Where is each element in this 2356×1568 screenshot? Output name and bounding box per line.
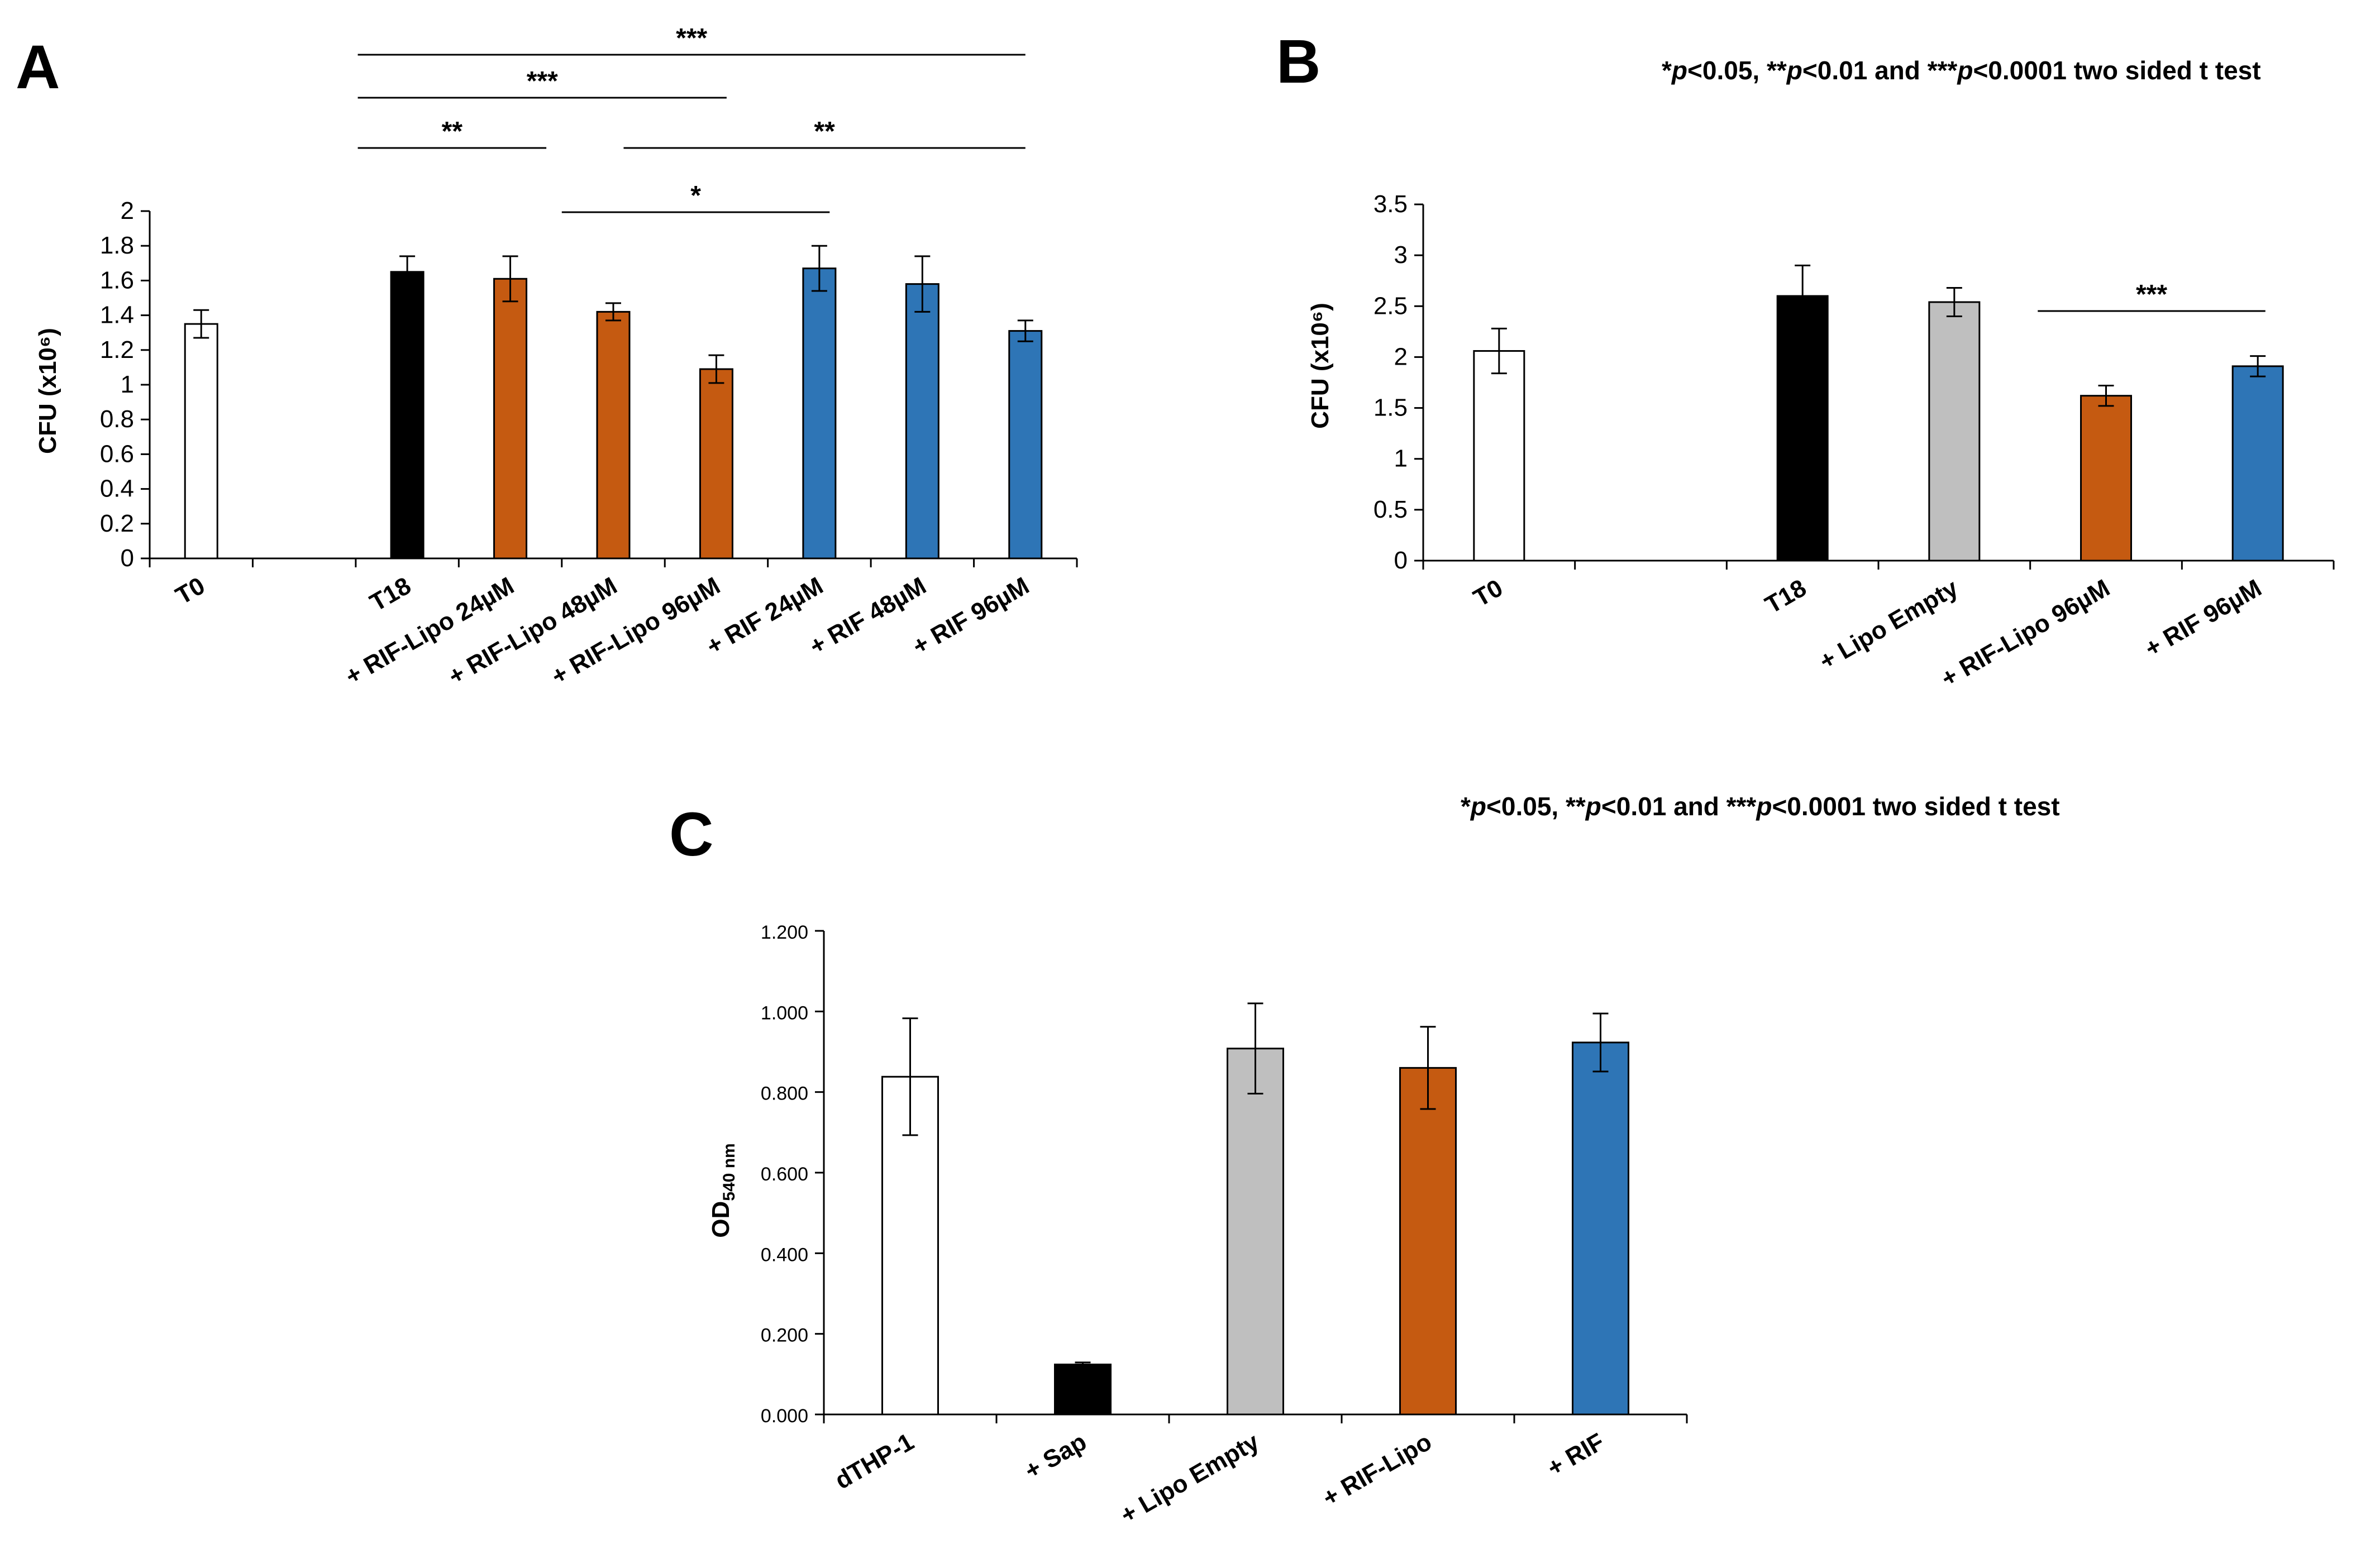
note-part: <0.05, **: [1687, 56, 1787, 85]
panel-letter-b: B: [1276, 27, 1320, 96]
note-p: p: [1956, 56, 1973, 85]
category-label: + RIF 48µM: [805, 572, 931, 660]
category-label: T0: [1469, 574, 1508, 612]
note-part: *: [1662, 56, 1672, 85]
category-label: + RIF-Lipo: [1318, 1428, 1437, 1512]
significance-label: **: [442, 117, 463, 146]
y-tick-label: 3.5: [1373, 190, 1408, 218]
y-tick-label: 1.200: [761, 922, 808, 943]
note-part: <0.01 and ***: [1601, 792, 1757, 821]
significance-note: *p<0.05, **p<0.01 and ***p<0.0001 two si…: [1662, 56, 2261, 85]
note-p: p: [1585, 792, 1601, 821]
y-axis-title-main: OD: [707, 1201, 735, 1238]
y-tick-label: 0.200: [761, 1325, 808, 1346]
note-part: <0.01 and ***: [1802, 56, 1958, 85]
y-tick-label: 1.2: [100, 336, 134, 364]
significance-label: ***: [2136, 280, 2167, 309]
category-label: + RIF-Lipo 96µM: [1937, 574, 2115, 692]
bar: [390, 271, 425, 560]
panel-c: C *p<0.05, **p<0.01 and ***p<0.0001 two …: [669, 792, 2060, 1529]
note-part: <0.0001 two sided t test: [1973, 56, 2260, 85]
y-tick-label: 0.400: [761, 1244, 808, 1265]
y-tick-label: 3: [1394, 241, 1408, 269]
bar: [596, 310, 631, 560]
category-label: T0: [171, 572, 209, 610]
significance-label: ***: [527, 66, 558, 96]
category-label: + RIF 96µM: [2140, 574, 2266, 662]
bar: [905, 283, 939, 560]
panel-a: A CFU (x10⁶) 0 0.2 0.4 0.6 0.8 1 1.2 1.4 1.6 1.8 2…: [16, 23, 1078, 690]
note-part: <0.0001 two sided t test: [1772, 792, 2059, 821]
y-tick-label: 0.5: [1373, 496, 1408, 523]
y-tick-label: 0.6: [100, 440, 134, 467]
y-axis-title: CFU (x10⁶): [34, 328, 61, 454]
category-label: + Sap: [1020, 1428, 1091, 1485]
category-label: T18: [1761, 574, 1811, 619]
y-tick-label: 2: [1394, 343, 1408, 370]
y-tick-label: 2: [121, 197, 134, 224]
note-p: p: [1470, 792, 1486, 821]
bar: [1227, 1048, 1284, 1416]
bar: [1054, 1364, 1112, 1416]
category-label: + Lipo Empty: [1815, 574, 1963, 675]
category-label: T18: [365, 572, 416, 616]
bar: [1928, 301, 1981, 562]
significance-label: **: [814, 117, 835, 146]
significance-note: *p<0.05, **p<0.01 and ***p<0.0001 two si…: [1461, 792, 2060, 821]
note-p: p: [1786, 56, 1802, 85]
bar: [699, 368, 733, 560]
category-label: + Lipo Empty: [1116, 1428, 1264, 1529]
y-tick-label: 0.600: [761, 1164, 808, 1185]
y-tick-label: 0: [1394, 547, 1408, 574]
bar: [1008, 330, 1043, 560]
category-label: + RIF-Lipo 24µM: [341, 572, 519, 690]
panel-letter-c: C: [669, 800, 713, 869]
category-label: + RIF-Lipo 96µM: [547, 572, 725, 690]
y-tick-label: 1.000: [761, 1002, 808, 1024]
y-tick-label: 1: [121, 371, 134, 398]
category-label: + RIF 24µM: [702, 572, 827, 660]
category-label: + RIF 96µM: [908, 572, 1033, 660]
category-label: + RIF-Lipo 48µM: [443, 572, 622, 690]
y-tick-label: 2.5: [1373, 292, 1408, 319]
y-axis-title-sub: 540 nm: [720, 1143, 738, 1201]
panel-letter-a: A: [16, 33, 60, 102]
y-tick-label: 1: [1394, 445, 1408, 472]
bar: [1776, 295, 1829, 562]
bar: [802, 267, 837, 560]
bar: [1572, 1041, 1629, 1416]
significance-label: ***: [676, 23, 707, 53]
panel-b: B *p<0.05, **p<0.01 and ***p<0.0001 two …: [1276, 27, 2335, 692]
bar: [184, 323, 218, 560]
category-label: + RIF: [1543, 1428, 1609, 1482]
y-tick-label: 0.000: [761, 1406, 808, 1427]
bar: [493, 278, 528, 560]
y-axis-title: CFU (x10⁶): [1306, 303, 1334, 429]
y-tick-label: 1.8: [100, 232, 134, 259]
y-tick-label: 1.5: [1373, 394, 1408, 422]
bar: [1473, 350, 1525, 562]
y-tick-label: 0.800: [761, 1083, 808, 1105]
y-tick-label: 1.6: [100, 266, 134, 294]
y-tick-label: 0.8: [100, 405, 134, 433]
y-tick-label: 0.4: [100, 475, 134, 503]
bar: [2080, 395, 2132, 562]
category-label: dTHP-1: [831, 1428, 919, 1494]
note-p: p: [1755, 792, 1772, 821]
note-part: <0.05, **: [1486, 792, 1586, 821]
y-tick-label: 0.2: [100, 510, 134, 537]
y-tick-label: 1.4: [100, 302, 134, 329]
y-axis-title: OD540 nm: [707, 1143, 738, 1237]
note-p: p: [1671, 56, 1687, 85]
y-tick-label: 0: [121, 544, 134, 572]
significance-label: *: [690, 181, 701, 211]
bar: [1399, 1067, 1457, 1416]
bar: [2231, 365, 2284, 562]
note-part: *: [1461, 792, 1471, 821]
